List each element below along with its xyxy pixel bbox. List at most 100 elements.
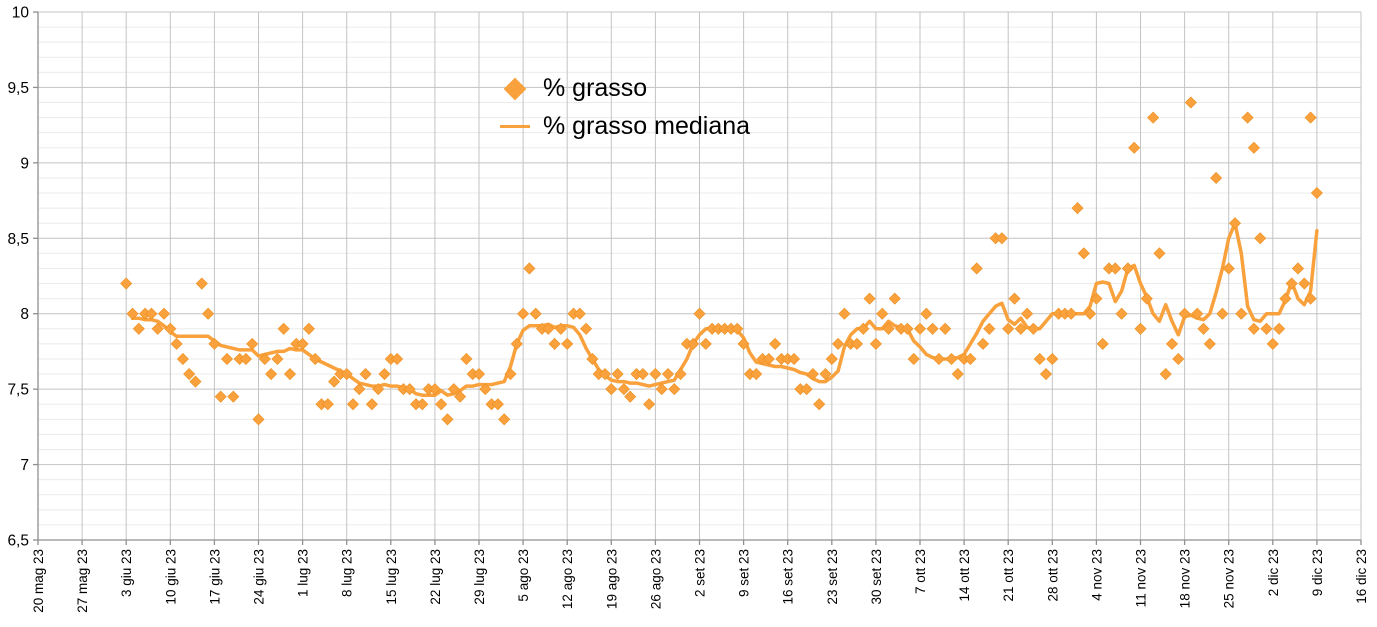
scatter-point[interactable] xyxy=(573,307,586,320)
scatter-point[interactable] xyxy=(1172,352,1185,365)
scatter-point[interactable] xyxy=(932,352,945,365)
scatter-point[interactable] xyxy=(170,337,183,350)
scatter-point[interactable] xyxy=(731,322,744,335)
scatter-point[interactable] xyxy=(220,352,234,365)
scatter-point[interactable] xyxy=(661,368,675,381)
scatter-point[interactable] xyxy=(353,383,366,396)
scatter-point[interactable] xyxy=(643,398,656,411)
scatter-point[interactable] xyxy=(945,352,958,365)
scatter-point[interactable] xyxy=(762,352,775,365)
scatter-point[interactable] xyxy=(403,383,416,396)
scatter-point[interactable] xyxy=(214,390,227,403)
scatter-point[interactable] xyxy=(472,368,486,381)
scatter-point[interactable] xyxy=(554,322,567,335)
scatter-point[interactable] xyxy=(876,307,889,320)
scatter-point[interactable] xyxy=(636,368,649,381)
scatter-point[interactable] xyxy=(1191,307,1204,320)
scatter-point[interactable] xyxy=(970,262,983,275)
scatter-point[interactable] xyxy=(586,352,599,365)
scatter-point[interactable] xyxy=(1178,307,1191,320)
scatter-point[interactable] xyxy=(265,368,278,381)
scatter-point[interactable] xyxy=(857,322,870,335)
scatter-point[interactable] xyxy=(1008,292,1021,305)
scatter-point[interactable] xyxy=(120,277,133,290)
scatter-point[interactable] xyxy=(252,413,265,426)
scatter-point[interactable] xyxy=(132,322,145,335)
scatter-point[interactable] xyxy=(1266,337,1279,350)
scatter-point[interactable] xyxy=(504,368,517,381)
legend-item-grasso[interactable]: % grasso xyxy=(497,76,750,101)
scatter-point[interactable] xyxy=(498,413,511,426)
scatter-point[interactable] xyxy=(435,398,448,411)
scatter-point[interactable] xyxy=(1153,247,1166,260)
scatter-point[interactable] xyxy=(1247,141,1260,154)
scatter-point[interactable] xyxy=(825,352,838,365)
scatter-point[interactable] xyxy=(321,398,334,411)
scatter-point[interactable] xyxy=(976,337,990,350)
scatter-point[interactable] xyxy=(391,352,404,365)
scatter-point[interactable] xyxy=(1241,111,1254,124)
scatter-point[interactable] xyxy=(1046,352,1059,365)
scatter-point[interactable] xyxy=(1216,307,1229,320)
scatter-point[interactable] xyxy=(542,322,555,335)
scatter-point[interactable] xyxy=(920,307,933,320)
scatter-point[interactable] xyxy=(983,322,996,335)
scatter-point[interactable] xyxy=(523,262,536,275)
scatter-point[interactable] xyxy=(246,337,259,350)
scatter-point[interactable] xyxy=(145,307,158,320)
scatter-point[interactable] xyxy=(1197,322,1210,335)
scatter-point[interactable] xyxy=(1210,171,1223,184)
scatter-point[interactable] xyxy=(164,322,177,335)
scatter-point[interactable] xyxy=(674,368,687,381)
scatter-point[interactable] xyxy=(447,383,460,396)
scatter-point[interactable] xyxy=(605,383,618,396)
scatter-point[interactable] xyxy=(1033,352,1046,365)
scatter-point[interactable] xyxy=(655,383,668,396)
scatter-point[interactable] xyxy=(1140,292,1153,305)
scatter-point[interactable] xyxy=(617,383,630,396)
scatter-point[interactable] xyxy=(365,398,378,411)
scatter-point[interactable] xyxy=(668,383,681,396)
scatter-point[interactable] xyxy=(964,352,977,365)
scatter-point[interactable] xyxy=(346,398,360,411)
scatter-point[interactable] xyxy=(693,307,706,320)
scatter-point[interactable] xyxy=(838,307,851,320)
scatter-point[interactable] xyxy=(1147,111,1160,124)
scatter-point[interactable] xyxy=(611,368,624,381)
scatter-point[interactable] xyxy=(1096,337,1109,350)
scatter-point[interactable] xyxy=(580,322,593,335)
scatter-point[interactable] xyxy=(1235,307,1248,320)
scatter-point[interactable] xyxy=(529,307,542,320)
scatter-point[interactable] xyxy=(372,383,385,396)
scatter-point[interactable] xyxy=(939,322,952,335)
scatter-point[interactable] xyxy=(359,368,372,381)
scatter-point[interactable] xyxy=(926,322,939,335)
scatter-point[interactable] xyxy=(800,383,813,396)
scatter-point[interactable] xyxy=(208,337,221,350)
scatter-point[interactable] xyxy=(1002,322,1015,335)
scatter-point[interactable] xyxy=(460,352,473,365)
scatter-point[interactable] xyxy=(277,322,290,335)
scatter-point[interactable] xyxy=(649,368,662,381)
scatter-point[interactable] xyxy=(1298,277,1311,290)
scatter-point[interactable] xyxy=(517,307,530,320)
median-line-series[interactable] xyxy=(130,221,1319,397)
scatter-point[interactable] xyxy=(328,375,341,388)
scatter-point[interactable] xyxy=(888,292,901,305)
scatter-point[interactable] xyxy=(882,322,895,335)
scatter-point[interactable] xyxy=(598,368,612,381)
scatter-point[interactable] xyxy=(1228,217,1242,230)
scatter-point[interactable] xyxy=(454,390,467,403)
scatter-point[interactable] xyxy=(1273,322,1286,335)
scatter-point[interactable] xyxy=(1222,262,1235,275)
scatter-point[interactable] xyxy=(1121,262,1134,275)
scatter-point[interactable] xyxy=(1084,307,1097,320)
scatter-point[interactable] xyxy=(1128,141,1141,154)
scatter-point[interactable] xyxy=(479,383,492,396)
scatter-point[interactable] xyxy=(176,352,189,365)
scatter-point[interactable] xyxy=(1065,307,1078,320)
scatter-point[interactable] xyxy=(416,398,429,411)
scatter-point[interactable] xyxy=(699,337,712,350)
scatter-point[interactable] xyxy=(189,375,202,388)
scatter-point[interactable] xyxy=(1077,247,1090,260)
